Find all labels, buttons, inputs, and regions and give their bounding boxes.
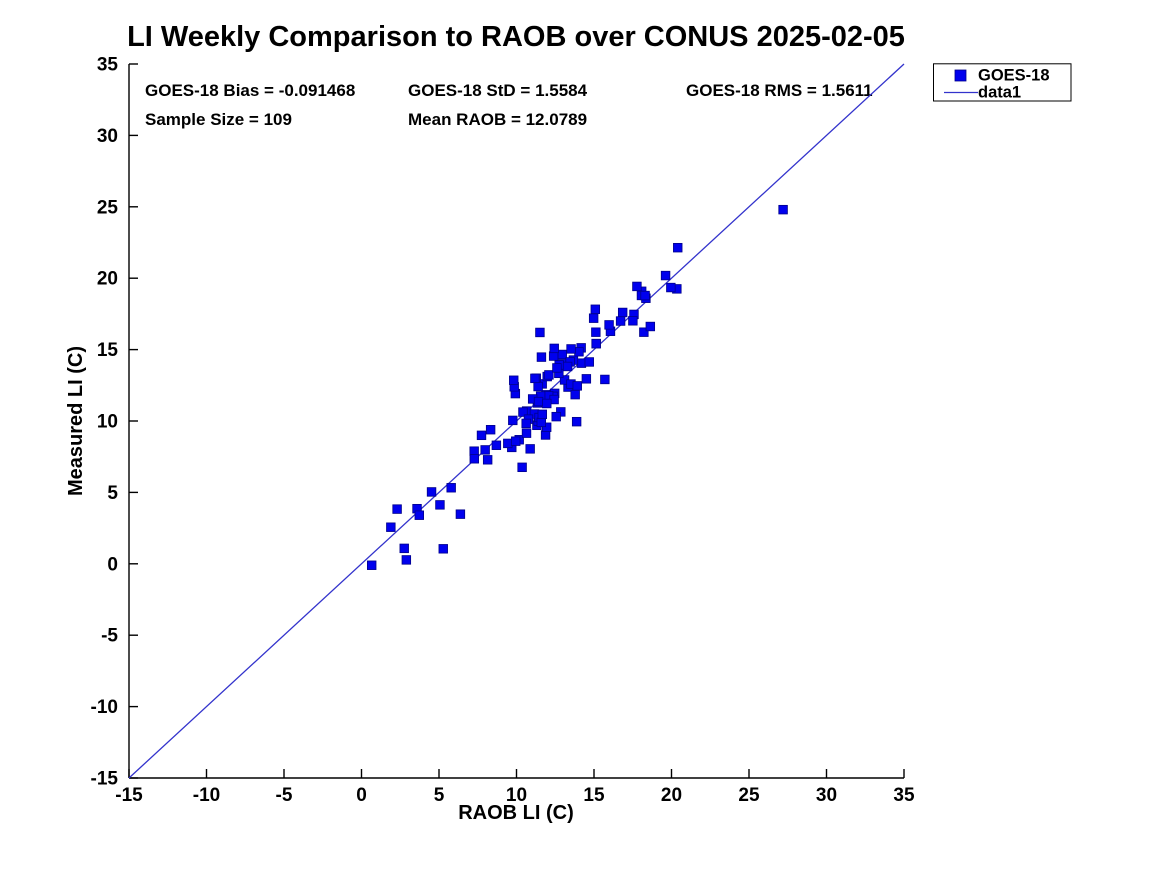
svg-text:GOES-18 Bias = -0.091468: GOES-18 Bias = -0.091468 (145, 81, 355, 100)
svg-text:0: 0 (107, 554, 118, 575)
svg-text:LI Weekly Comparison to RAOB o: LI Weekly Comparison to RAOB over CONUS … (127, 21, 905, 53)
svg-text:data1: data1 (978, 84, 1021, 102)
svg-text:GOES-18: GOES-18 (978, 67, 1050, 85)
svg-text:5: 5 (434, 785, 445, 806)
svg-text:20: 20 (661, 785, 682, 806)
svg-text:-15: -15 (91, 769, 119, 790)
svg-text:0: 0 (356, 785, 367, 806)
svg-text:GOES-18 RMS = 1.5611: GOES-18 RMS = 1.5611 (686, 81, 873, 100)
svg-text:25: 25 (738, 785, 760, 806)
svg-text:Sample Size = 109: Sample Size = 109 (145, 110, 292, 129)
svg-text:-5: -5 (101, 626, 118, 647)
svg-text:10: 10 (97, 412, 118, 433)
svg-text:Mean RAOB = 12.0789: Mean RAOB = 12.0789 (408, 110, 587, 129)
svg-text:-10: -10 (193, 785, 220, 806)
svg-text:-15: -15 (115, 785, 143, 806)
svg-text:15: 15 (97, 340, 119, 361)
svg-text:35: 35 (893, 785, 915, 806)
svg-text:GOES-18 StD = 1.5584: GOES-18 StD = 1.5584 (408, 81, 588, 100)
svg-text:RAOB LI (C): RAOB LI (C) (458, 802, 574, 824)
svg-text:20: 20 (97, 269, 118, 290)
svg-text:30: 30 (97, 126, 118, 147)
svg-text:-10: -10 (91, 697, 118, 718)
svg-text:35: 35 (97, 55, 119, 76)
svg-text:Measured LI (C): Measured LI (C) (65, 346, 87, 496)
svg-text:5: 5 (107, 483, 118, 504)
svg-text:30: 30 (816, 785, 837, 806)
svg-text:15: 15 (583, 785, 605, 806)
svg-text:25: 25 (97, 197, 119, 218)
svg-text:-5: -5 (276, 785, 293, 806)
